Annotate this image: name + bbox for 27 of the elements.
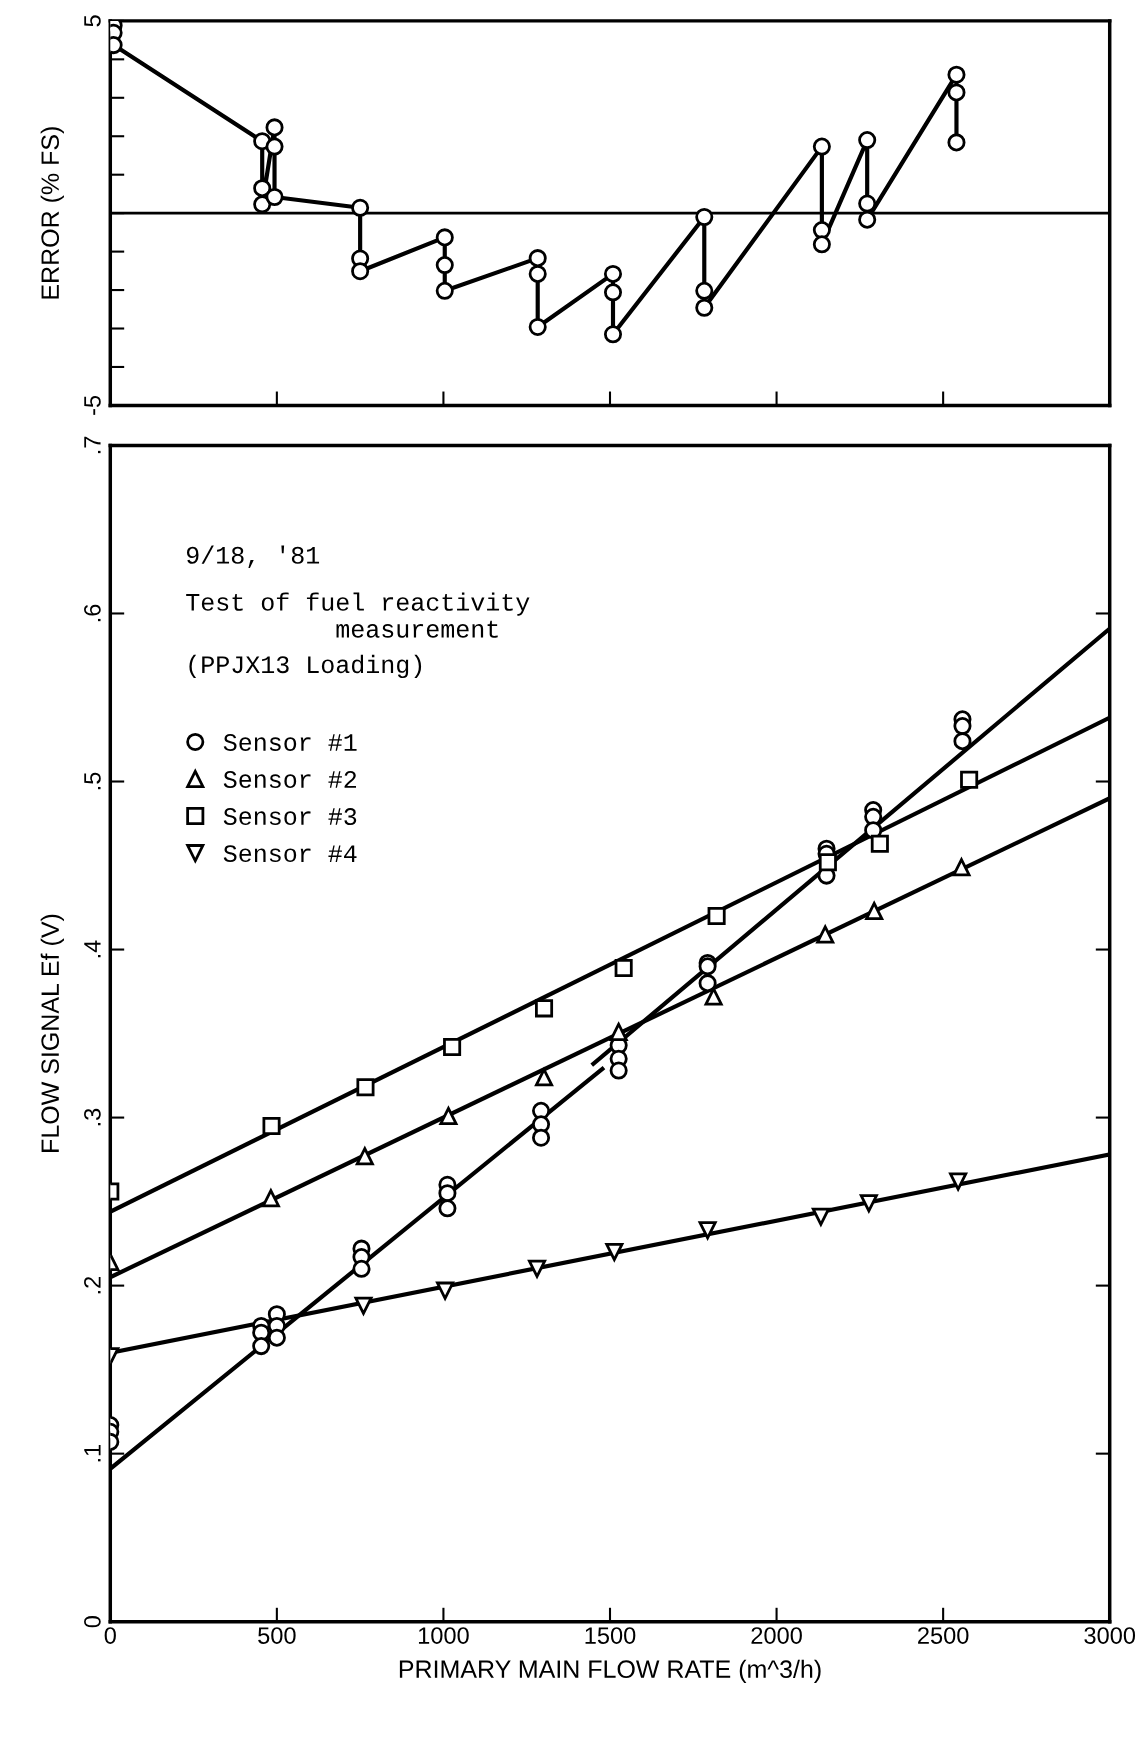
y-tick-label: .4 (84, 940, 101, 958)
legend-label: Sensor #1 (223, 733, 357, 751)
legend-label: Sensor #3 (223, 808, 357, 826)
x-tick-label: 2000 (751, 1627, 802, 1644)
x-tick-label: 0 (104, 1627, 116, 1644)
annotation: 9/18, '81 (186, 545, 320, 568)
y-tick-label: .5 (84, 772, 101, 790)
y-tick-label: -5 (84, 395, 101, 415)
x-tick-label: 1500 (585, 1627, 636, 1644)
y-tick-label: .2 (84, 1276, 101, 1294)
y-axis-title: ERROR (% FS) (40, 127, 64, 299)
x-tick-label: 500 (258, 1627, 296, 1644)
x-axis-title: PRIMARY MAIN FLOW RATE (m^3/h) (399, 1659, 821, 1683)
legend-label: Sensor #4 (223, 845, 357, 863)
x-tick-label: 1000 (418, 1627, 469, 1644)
annotation: (PPJX13 Loading) (189, 654, 422, 679)
annotation: Test of fuel reactivity measurement (186, 592, 530, 638)
y-tick-label: .6 (84, 604, 101, 622)
y-tick-label: .1 (84, 1444, 101, 1462)
y-tick-label: .3 (84, 1108, 101, 1126)
y-axis-title: FLOW SIGNAL Ef (V) (40, 914, 64, 1152)
y-tick-label: 0 (84, 1616, 101, 1628)
x-tick-label: 3000 (1084, 1627, 1136, 1644)
y-tick-label: 5 (84, 15, 101, 27)
y-tick-label: .7 (84, 436, 101, 454)
x-tick-label: 2500 (918, 1627, 969, 1644)
legend-label: Sensor #2 (223, 771, 357, 789)
